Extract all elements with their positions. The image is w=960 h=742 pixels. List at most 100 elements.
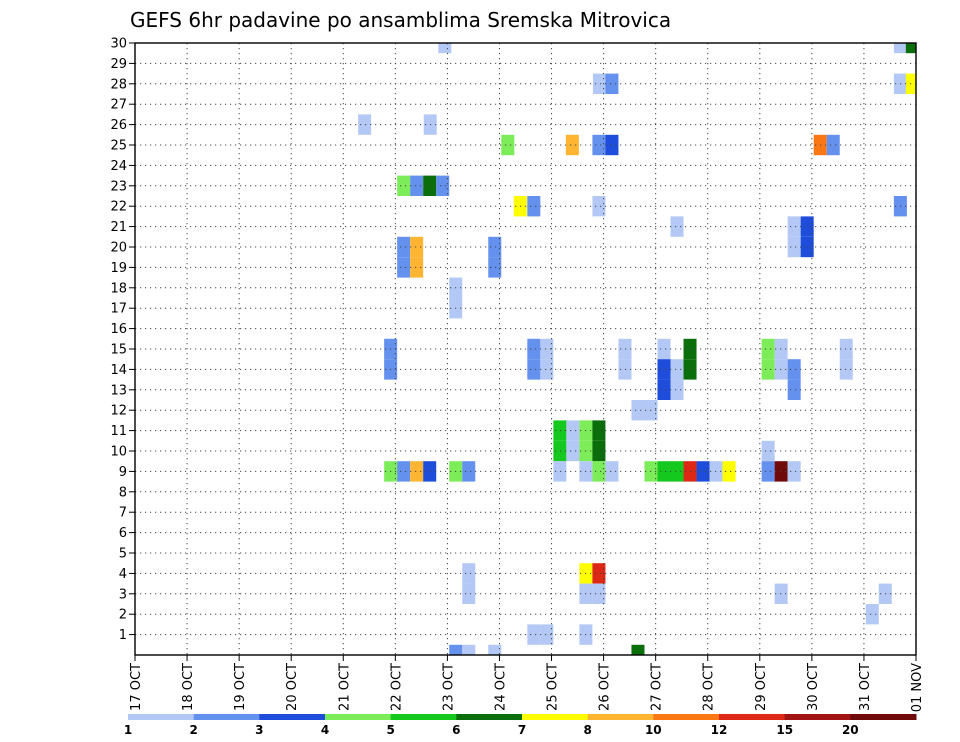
precip-cell xyxy=(905,43,916,54)
precip-cell xyxy=(592,73,606,94)
precip-cell xyxy=(438,43,452,54)
precip-cell xyxy=(657,338,671,360)
precip-cell xyxy=(565,134,579,156)
y-tick-label: 3 xyxy=(119,587,127,602)
colorbar-label: 2 xyxy=(190,723,198,737)
x-tick-label: 18 OCT xyxy=(181,663,196,711)
precip-cell xyxy=(397,236,411,258)
precip-cell xyxy=(462,563,476,584)
colorbar-label: 5 xyxy=(387,723,395,737)
precip-cell xyxy=(553,440,567,462)
precip-cell xyxy=(592,583,606,604)
precip-cell xyxy=(605,73,619,94)
precip-cell xyxy=(553,420,567,441)
colorbar-label: 12 xyxy=(711,723,728,737)
x-tick-label: 24 OCT xyxy=(494,663,509,711)
y-axis: 1234567891011121314151617181920212223242… xyxy=(110,37,135,643)
precip-cell xyxy=(540,624,554,645)
y-tick-label: 29 xyxy=(110,57,127,72)
colorbar-swatch xyxy=(128,714,195,720)
x-tick-label: 26 OCT xyxy=(598,663,613,711)
x-tick-label: 17 OCT xyxy=(129,663,144,711)
y-tick-label: 15 xyxy=(110,343,127,358)
precip-cell xyxy=(826,134,840,156)
precip-cell xyxy=(566,440,580,462)
precip-cell xyxy=(893,43,907,54)
precip-cell xyxy=(631,400,645,421)
precip-cell xyxy=(410,461,424,482)
precip-cell xyxy=(527,338,541,360)
grid-lines xyxy=(135,42,916,655)
precip-cell xyxy=(657,461,671,482)
precip-cell xyxy=(800,216,814,237)
precip-cell xyxy=(527,359,541,380)
colorbar-swatch xyxy=(193,714,260,720)
y-tick-label: 26 xyxy=(110,118,127,133)
colorbar-swatch xyxy=(719,714,786,720)
y-tick-label: 28 xyxy=(110,77,127,92)
precip-cell xyxy=(592,440,606,462)
y-tick-label: 19 xyxy=(110,261,127,276)
y-tick-label: 8 xyxy=(119,485,127,500)
y-tick-label: 13 xyxy=(110,383,127,398)
colorbar-swatch xyxy=(784,714,851,720)
colorbar-swatch xyxy=(456,714,523,720)
colorbar-label: 3 xyxy=(255,723,263,737)
y-tick-label: 2 xyxy=(119,608,127,623)
y-tick-label: 18 xyxy=(110,281,127,296)
x-tick-label: 29 OCT xyxy=(754,663,769,711)
precip-cell xyxy=(462,583,476,604)
y-tick-label: 16 xyxy=(110,322,127,337)
precip-cell xyxy=(670,379,684,400)
y-tick-label: 27 xyxy=(110,98,127,113)
colorbar-swatch xyxy=(259,714,326,720)
x-tick-label: 23 OCT xyxy=(441,663,456,711)
colorbar-swatch xyxy=(390,714,457,720)
x-tick-label: 28 OCT xyxy=(702,663,717,711)
precip-cell xyxy=(410,236,424,258)
precip-cell xyxy=(358,114,372,135)
y-tick-label: 25 xyxy=(110,139,127,154)
precip-cell xyxy=(410,257,424,278)
precip-cell xyxy=(592,420,606,441)
precip-cell xyxy=(488,257,502,278)
colorbar-swatch xyxy=(850,714,917,720)
y-tick-label: 30 xyxy=(110,37,127,52)
precip-cell xyxy=(540,338,554,360)
x-tick-label: 20 OCT xyxy=(285,663,300,711)
precip-cell xyxy=(605,461,619,482)
x-tick-label: 31 OCT xyxy=(858,663,873,711)
x-tick-label: 27 OCT xyxy=(650,663,665,711)
precip-cell xyxy=(761,359,775,380)
colorbar-label: 7 xyxy=(518,723,526,737)
precip-cell xyxy=(566,420,580,441)
y-tick-label: 9 xyxy=(119,465,127,480)
precip-cell xyxy=(722,461,736,482)
precip-cell xyxy=(527,624,541,645)
precip-cell xyxy=(527,196,541,217)
x-tick-label: 21 OCT xyxy=(337,663,352,711)
precip-cell xyxy=(605,134,619,156)
precip-cell xyxy=(670,216,684,237)
y-tick-label: 4 xyxy=(119,567,127,582)
precip-cell xyxy=(657,379,671,400)
y-tick-label: 17 xyxy=(110,302,127,317)
x-tick-label: 22 OCT xyxy=(389,663,404,711)
x-tick-label: 01 NOV xyxy=(910,663,925,712)
precip-cell xyxy=(761,338,775,360)
precip-cell xyxy=(449,644,463,655)
colorbar-label: 8 xyxy=(584,723,592,737)
precip-cell xyxy=(787,379,801,400)
ensemble-cells xyxy=(358,43,916,655)
precip-cell xyxy=(696,461,710,482)
y-tick-label: 6 xyxy=(119,526,127,541)
precip-cell xyxy=(761,461,775,482)
precip-cell xyxy=(540,359,554,380)
precip-cell xyxy=(488,644,502,655)
precip-cell xyxy=(787,216,801,237)
y-tick-label: 23 xyxy=(110,179,127,194)
precip-cell xyxy=(553,461,567,482)
precip-cell xyxy=(800,236,814,258)
precip-cell xyxy=(397,461,411,482)
colorbar-label: 1 xyxy=(124,723,132,737)
